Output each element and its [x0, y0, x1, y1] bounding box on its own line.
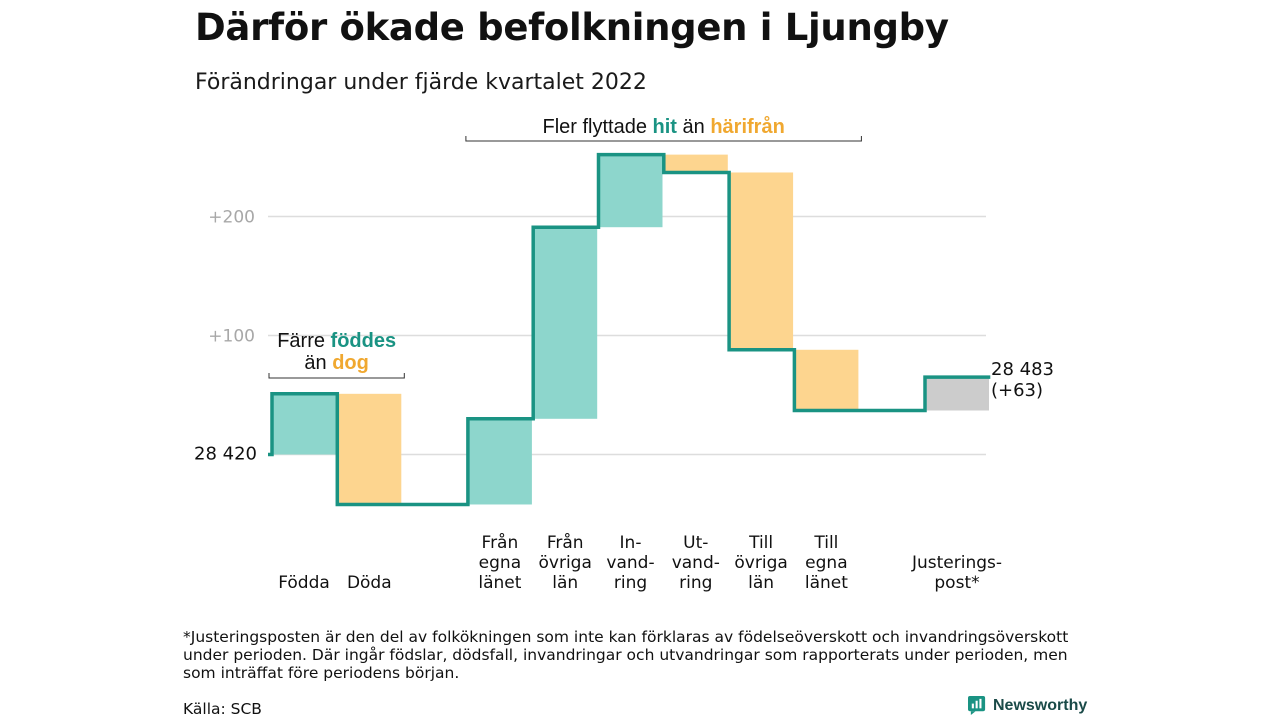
start-value-label: 28 420	[194, 444, 257, 465]
x-category-label: ring	[614, 573, 647, 593]
waterfall-bar	[794, 349, 859, 411]
cumulative-line	[268, 152, 991, 507]
x-category-label: län	[748, 573, 774, 593]
annotation-bracket	[465, 136, 862, 142]
x-category-label: Till	[748, 533, 773, 553]
x-category-label: egna	[479, 553, 521, 573]
waterfall-bar	[272, 393, 336, 455]
waterfall-bar	[925, 377, 989, 411]
x-category-label: vand-	[606, 553, 654, 573]
end-change-label: (+63)	[991, 380, 1043, 401]
waterfall-bar	[533, 227, 598, 419]
page-subtitle: Förändringar under fjärde kvartalet 2022	[195, 70, 647, 95]
x-category-label: Födda	[278, 573, 330, 593]
annotation-births-deaths-line2: än dog	[304, 352, 368, 374]
x-category-label: Ut-	[683, 533, 708, 553]
x-category-label: post*	[934, 573, 979, 593]
page-title: Därför ökade befolkningen i Ljungby	[195, 6, 949, 49]
waterfall-bar	[467, 418, 532, 505]
waterfall-bar	[598, 154, 663, 228]
end-value-label: 28 483	[991, 359, 1054, 380]
annotation-births-deaths: Färre föddes	[277, 330, 396, 352]
footnote: *Justeringsposten är den del av folkökni…	[183, 628, 1069, 682]
x-category-label: egna	[805, 553, 847, 573]
annotation-migration: Fler flyttade hit än härifrån	[542, 115, 784, 138]
brand-logo: Newsworthy	[968, 696, 1087, 715]
y-tick-label: +200	[208, 208, 255, 228]
source-note: Källa: SCB	[183, 700, 262, 718]
annotation-bracket	[268, 373, 405, 379]
x-category-label: In-	[620, 533, 642, 553]
x-category-label: länet	[478, 573, 521, 593]
y-tick-label: +100	[208, 327, 255, 347]
x-category-label: Justerings-	[911, 553, 1002, 573]
newsworthy-logo-icon	[968, 696, 986, 715]
x-category-label: Till	[813, 533, 838, 553]
x-category-label: övriga	[539, 553, 592, 573]
waterfall-bar	[729, 172, 794, 350]
x-category-label: Från	[482, 532, 519, 553]
x-category-label: ring	[679, 573, 712, 593]
brand-name: Newsworthy	[993, 696, 1088, 714]
x-category-label: länet	[805, 573, 848, 593]
x-category-label: Från	[547, 532, 584, 553]
waterfall-bar	[663, 154, 728, 173]
waterfall-bar	[337, 393, 402, 505]
x-category-label: övriga	[734, 553, 787, 573]
x-category-label: vand-	[672, 553, 720, 573]
x-category-label: Döda	[347, 573, 392, 593]
x-category-label: län	[552, 573, 578, 593]
